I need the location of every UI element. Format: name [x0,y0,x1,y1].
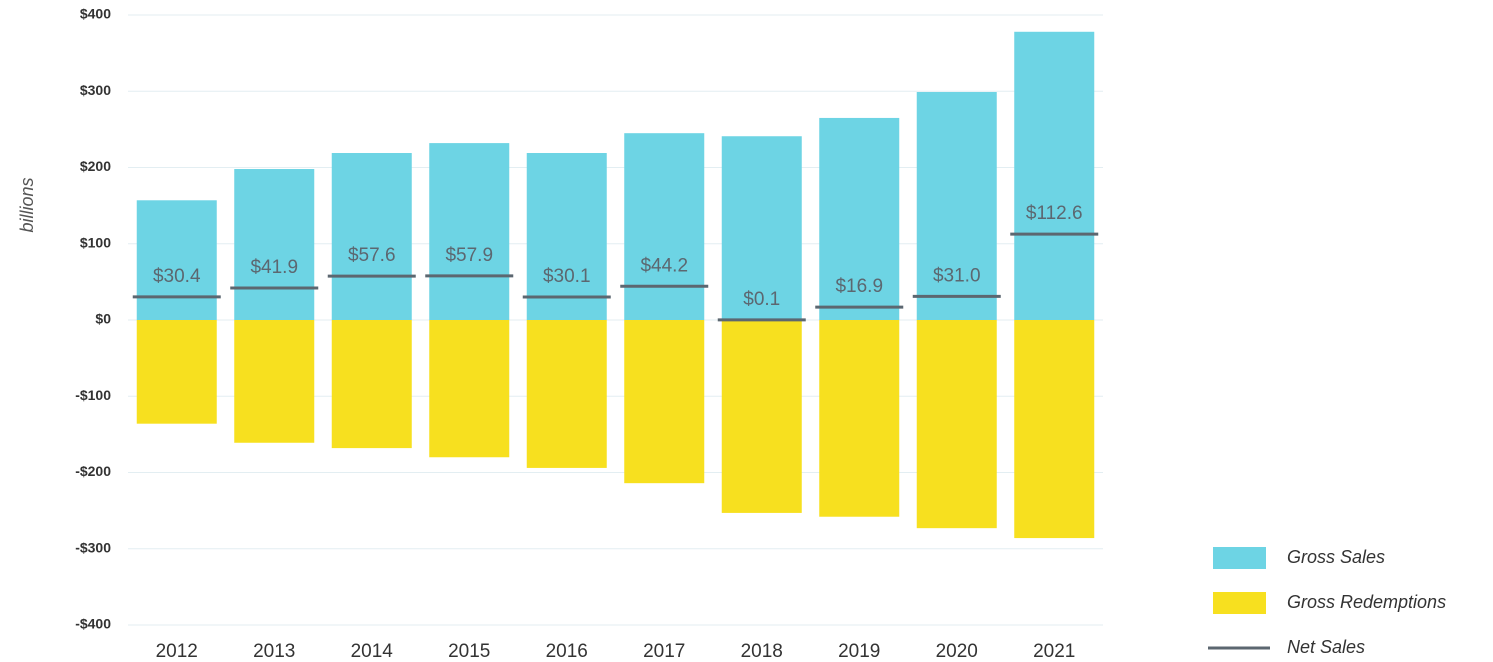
bar [624,320,705,484]
bar [819,117,900,320]
y-tick-label: $0 [95,311,111,327]
x-tick-label: 2019 [838,641,880,662]
data-label: $112.6 [1026,203,1083,224]
bar [429,143,510,320]
legend-label: Gross Sales [1287,547,1385,567]
data-label: $30.4 [153,266,201,287]
bar [1014,31,1095,321]
y-tick-label: $300 [80,82,111,98]
x-tick-label: 2016 [546,641,588,662]
bar [526,153,607,320]
x-tick-label: 2021 [1033,641,1075,662]
bar [916,320,997,529]
bar [429,320,510,458]
legend-label: Net Sales [1287,637,1365,657]
x-tick-label: 2018 [741,641,783,662]
bar [234,320,315,443]
data-label: $30.1 [543,266,591,287]
x-tick-label: 2020 [936,641,978,662]
legend-label: Gross Redemptions [1287,592,1446,612]
y-tick-label: -$400 [75,616,111,632]
x-tick-label: 2012 [156,641,198,662]
bar [1014,320,1095,539]
bar [526,320,607,468]
bar [624,133,705,320]
bar [916,92,997,320]
x-tick-label: 2013 [253,641,295,662]
bar [331,153,412,320]
x-tick-label: 2015 [448,641,490,662]
x-tick-label: 2014 [351,641,394,662]
y-tick-label: $400 [80,6,111,22]
bar [136,200,217,320]
data-label: $44.2 [640,255,688,276]
data-label: $0.1 [743,289,780,310]
y-axis-label: billions [17,177,37,232]
data-label: $41.9 [250,257,298,278]
data-label: $16.9 [835,276,883,297]
y-tick-label: -$300 [75,539,111,555]
bar [721,136,802,320]
legend-swatch [1213,592,1266,614]
bar [819,320,900,517]
y-tick-label: $200 [80,158,111,174]
data-label: $57.6 [348,245,396,266]
data-label: $57.9 [445,245,493,266]
bar [331,320,412,449]
y-tick-label: -$100 [75,387,111,403]
bar [234,169,315,320]
bar [136,320,217,424]
y-tick-label: -$200 [75,463,111,479]
legend-swatch [1213,547,1266,569]
y-tick-label: $100 [80,234,111,250]
data-label: $31.0 [933,265,981,286]
x-tick-label: 2017 [643,641,685,662]
bar [721,320,802,513]
